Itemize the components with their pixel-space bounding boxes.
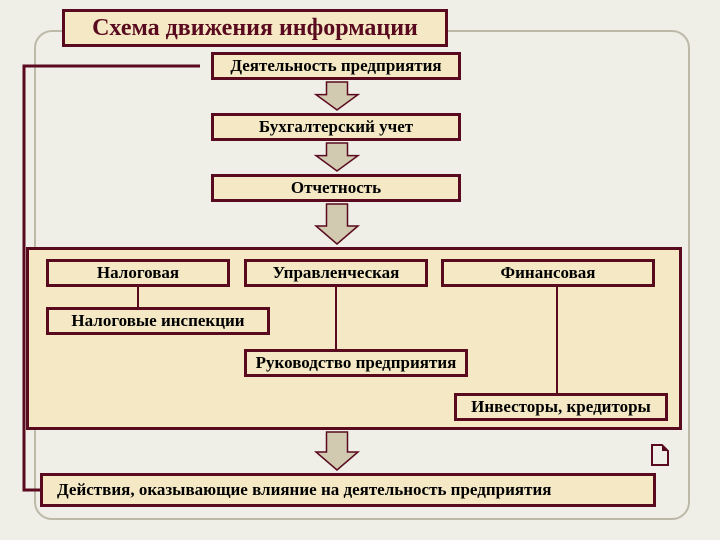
box-tax-inspections: Налоговые инспекции — [46, 307, 270, 335]
box-final: Действия, оказывающие влияние на деятель… — [40, 473, 656, 507]
box-accounting-label: Бухгалтерский учет — [259, 117, 413, 137]
box-reporting-label: Отчетность — [291, 178, 381, 198]
box-investors: Инвесторы, кредиторы — [454, 393, 668, 421]
box-tax: Налоговая — [46, 259, 230, 287]
box-mgmt-label: Управленческая — [273, 263, 400, 283]
title-box-label: Схема движения информации — [92, 15, 418, 42]
box-fin: Финансовая — [441, 259, 655, 287]
arrow-2 — [316, 143, 358, 171]
box-tax-label: Налоговая — [97, 263, 179, 283]
box-mgmt: Управленческая — [244, 259, 428, 287]
title-box: Схема движения информации — [62, 9, 448, 47]
box-final-label: Действия, оказывающие влияние на деятель… — [57, 480, 551, 500]
box-activity-label: Деятельность предприятия — [230, 56, 441, 76]
box-investors-label: Инвесторы, кредиторы — [471, 397, 651, 417]
box-fin-label: Финансовая — [501, 263, 596, 283]
box-management-label: Руководство предприятия — [256, 353, 457, 373]
arrow-1 — [316, 82, 358, 110]
box-reporting: Отчетность — [211, 174, 461, 202]
box-activity: Деятельность предприятия — [211, 52, 461, 80]
arrow-3 — [316, 204, 358, 244]
box-tax-inspections-label: Налоговые инспекции — [71, 311, 244, 331]
arrow-4 — [316, 432, 358, 470]
box-management: Руководство предприятия — [244, 349, 468, 377]
box-accounting: Бухгалтерский учет — [211, 113, 461, 141]
